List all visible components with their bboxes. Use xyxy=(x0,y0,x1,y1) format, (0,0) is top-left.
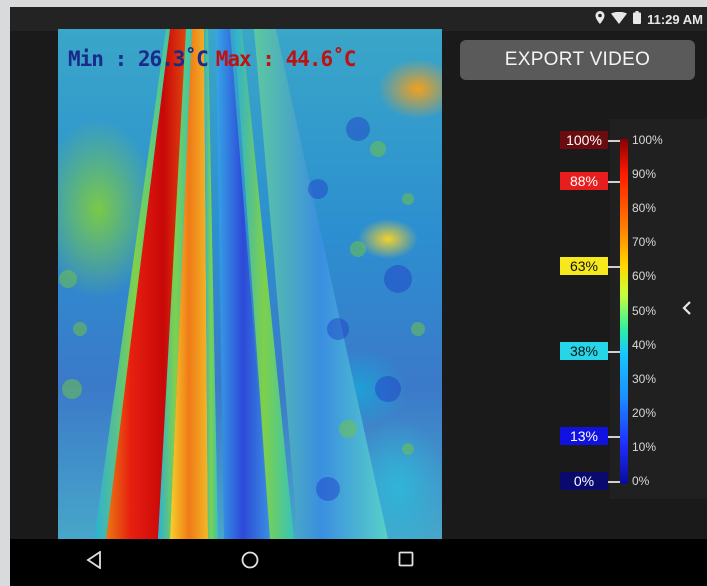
marker-88[interactable]: 88% xyxy=(560,172,608,190)
scale-label-0: 0% xyxy=(632,474,650,488)
navigation-bar xyxy=(10,539,707,586)
scale-label-60: 60% xyxy=(632,269,657,283)
scale-label-20: 20% xyxy=(632,406,657,420)
chevron-left-icon[interactable] xyxy=(682,298,692,321)
wifi-icon xyxy=(611,11,628,27)
thermal-pipes xyxy=(59,29,425,539)
min-max-readout: Min : 26.3˚C Max : 44.6˚C xyxy=(68,47,357,71)
marker-line-38 xyxy=(608,351,620,353)
scale-label-90: 90% xyxy=(632,167,657,181)
scale-label-80: 80% xyxy=(632,201,657,215)
scale-label-70: 70% xyxy=(632,235,657,249)
thermal-camera-view[interactable]: Min : 26.3˚C Max : 44.6˚C xyxy=(58,29,442,539)
back-icon[interactable] xyxy=(86,550,102,574)
location-icon xyxy=(595,11,605,27)
scale-label-10: 10% xyxy=(632,440,657,454)
export-video-button[interactable]: EXPORT VIDEO xyxy=(460,40,695,80)
status-time: 11:29 AM xyxy=(647,11,703,27)
marker-line-13 xyxy=(608,436,620,438)
marker-line-88 xyxy=(608,181,620,183)
marker-0[interactable]: 0% xyxy=(560,472,608,490)
battery-icon xyxy=(633,11,642,27)
color-scale-bar xyxy=(620,139,628,484)
marker-line-63 xyxy=(608,266,620,268)
marker-38[interactable]: 38% xyxy=(560,342,608,360)
scale-label-40: 40% xyxy=(632,338,657,352)
marker-line-0 xyxy=(608,481,620,483)
scale-label-100: 100% xyxy=(632,133,663,147)
status-bar: 11:29 AM xyxy=(10,7,707,31)
marker-line-100 xyxy=(608,140,620,142)
device-screen: 11:29 AM xyxy=(10,7,707,586)
recents-icon[interactable] xyxy=(398,551,414,572)
marker-100[interactable]: 100% xyxy=(560,131,608,149)
scale-label-50: 50% xyxy=(632,304,657,318)
max-temperature: Max : 44.6˚C xyxy=(215,47,357,71)
min-temperature: Min : 26.3˚C xyxy=(68,47,209,71)
home-icon[interactable] xyxy=(241,551,259,574)
scale-label-30: 30% xyxy=(632,372,657,386)
marker-13[interactable]: 13% xyxy=(560,427,608,445)
marker-63[interactable]: 63% xyxy=(560,257,608,275)
